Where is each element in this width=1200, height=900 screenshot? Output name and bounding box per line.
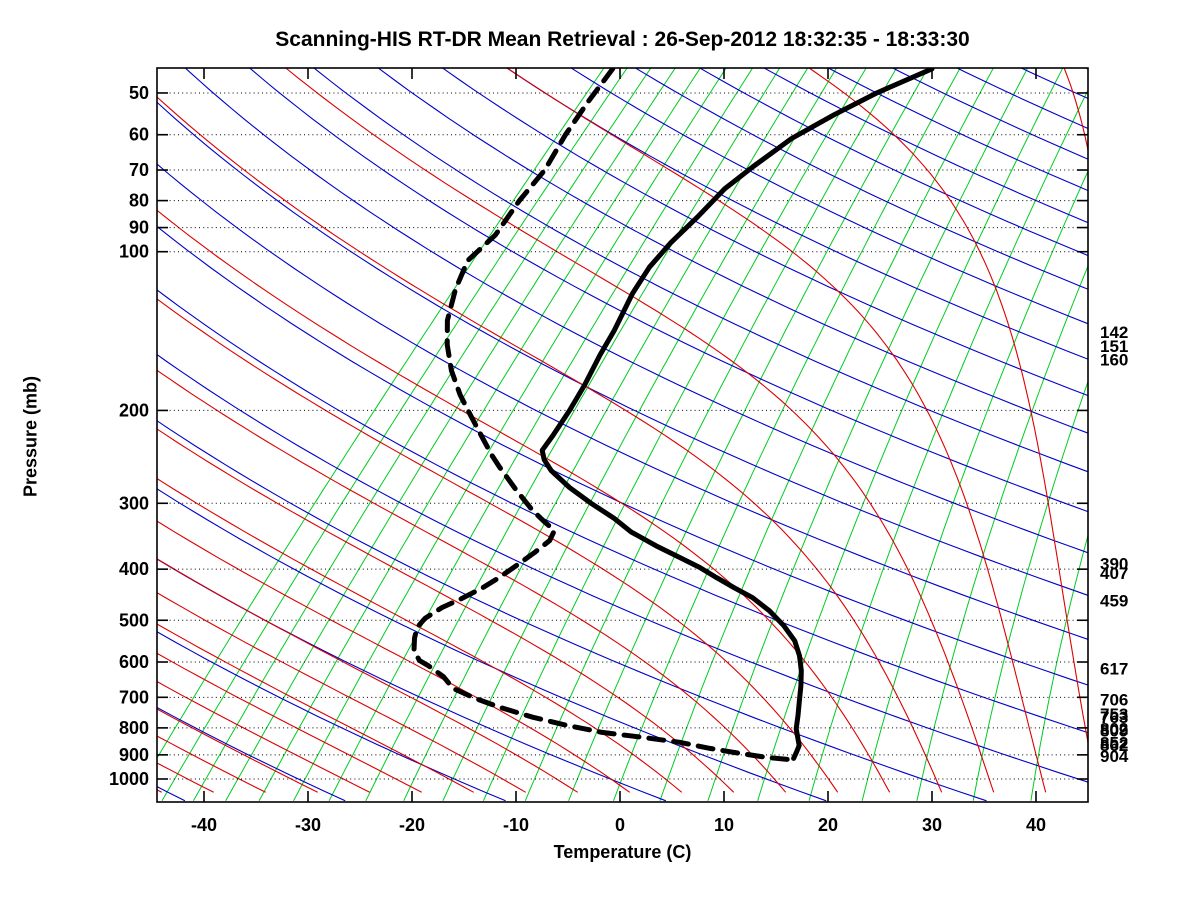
pressure-level-annotation: 852 xyxy=(1100,733,1128,752)
profiles xyxy=(411,68,935,762)
x-tick-label: -10 xyxy=(503,815,529,835)
pressure-level-annotation: 151 xyxy=(1100,337,1128,356)
x-tick-label: 10 xyxy=(714,815,734,835)
pressure-level-annotation: 706 xyxy=(1100,690,1128,709)
x-tick-label: 20 xyxy=(818,815,838,835)
pressure-level-annotation: 459 xyxy=(1100,592,1128,611)
y-tick-label: 200 xyxy=(119,400,149,420)
mixing-ratio-lines xyxy=(157,68,1088,802)
plot-frame xyxy=(156,67,1089,803)
x-axis-label: Temperature (C) xyxy=(553,842,692,862)
pressure-level-annotation: 809 xyxy=(1100,721,1128,740)
y-tick-label: 60 xyxy=(129,125,149,145)
y-tick-label: 50 xyxy=(129,83,149,103)
y-tick-label: 80 xyxy=(129,191,149,211)
pressure-level-annotation: 862 xyxy=(1100,736,1128,755)
x-tick-label: 0 xyxy=(615,815,625,835)
pressure-level-annotation: 617 xyxy=(1100,659,1128,678)
pressure-level-annotation: 142 xyxy=(1100,323,1128,342)
x-tick-label: -20 xyxy=(399,815,425,835)
dewpoint-profile xyxy=(411,68,790,762)
pressure-level-annotation: 763 xyxy=(1100,708,1128,727)
pressure-level-annotation: 407 xyxy=(1100,564,1128,583)
pressure-level-annotation: 390 xyxy=(1100,554,1128,573)
pressure-level-annotation: 802 xyxy=(1100,719,1128,738)
y-tick-label: 100 xyxy=(119,242,149,262)
y-tick-label: 900 xyxy=(119,745,149,765)
y-tick-label: 800 xyxy=(119,718,149,738)
y-tick-label: 400 xyxy=(119,559,149,579)
y-tick-label: 500 xyxy=(119,610,149,630)
y-tick-label: 300 xyxy=(119,493,149,513)
x-tick-label: 30 xyxy=(922,815,942,835)
y-tick-label: 70 xyxy=(129,160,149,180)
pressure-level-annotation: 753 xyxy=(1100,705,1128,724)
axis-ticks xyxy=(157,68,1088,802)
background-lines xyxy=(157,68,1088,802)
y-tick-label: 90 xyxy=(129,218,149,238)
x-tick-label: 40 xyxy=(1026,815,1046,835)
temperature-profile xyxy=(539,68,935,761)
y-tick-label: 700 xyxy=(119,687,149,707)
y-tick-label: 600 xyxy=(119,652,149,672)
x-tick-label: -30 xyxy=(295,815,321,835)
moist-adiabats xyxy=(157,68,1088,793)
pressure-level-annotation: 160 xyxy=(1100,350,1128,369)
x-tick-label: -40 xyxy=(191,815,217,835)
page-title: Scanning-HIS RT-DR Mean Retrieval : 26-S… xyxy=(275,28,970,51)
pressure-level-annotation: 904 xyxy=(1100,747,1129,766)
y-axis-label: Pressure (mb) xyxy=(20,375,41,498)
y-tick-label: 1000 xyxy=(109,769,149,789)
